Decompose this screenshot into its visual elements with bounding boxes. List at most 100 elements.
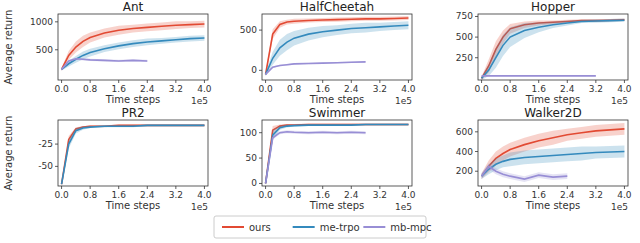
x-tick [595, 80, 596, 83]
series-line [482, 20, 625, 78]
title: PR2 [121, 106, 144, 120]
x-exponent: 1e5 [191, 202, 208, 212]
x-exponent: 1e5 [191, 96, 208, 106]
x-exponent: 1e5 [611, 96, 628, 106]
std-band [266, 16, 409, 76]
x-axis-label: Time steps [309, 94, 365, 105]
panel: Swimmer0.00.81.62.43.24.0050100Time step… [240, 106, 416, 212]
std-band [266, 21, 409, 76]
panel: Ant0.00.81.62.43.24.05001000Time steps1e… [3, 0, 212, 106]
series-line [266, 132, 366, 184]
x-tick-label: 0.0 [474, 190, 489, 200]
x-tick-label: 0.8 [503, 84, 518, 94]
y-tick-label: 750 [456, 11, 473, 21]
x-tick [90, 80, 91, 83]
x-axis-label: Time steps [105, 200, 161, 211]
y-tick-label: 100 [240, 128, 257, 138]
plot-frame [58, 14, 208, 80]
title: Hopper [531, 0, 575, 14]
y-tick [259, 183, 262, 184]
panel: Hopper0.00.81.62.43.24.0250500750Time st… [456, 0, 632, 106]
x-tick-label: 1.6 [316, 84, 331, 94]
series-line [266, 62, 366, 74]
x-tick-label: 2.4 [344, 84, 359, 94]
x-tick [147, 80, 148, 83]
figure: Ant 0.0 0.8 1.6 2.4 3.2 4.0 500 100 0 Time steps 1e… [0, 0, 640, 243]
x-tick-label: 4.0 [197, 190, 212, 200]
x-tick [510, 186, 511, 189]
x-tick-label: 1.6 [112, 84, 127, 94]
x-axis-label: Time steps [525, 94, 581, 105]
y-tick-label: 600 [456, 127, 473, 137]
x-tick [265, 80, 266, 83]
title: Ant [123, 0, 144, 14]
x-tick [204, 186, 205, 189]
x-tick-label: 4.0 [401, 84, 416, 94]
x-tick [61, 186, 62, 189]
x-tick-label: 0.8 [287, 84, 302, 94]
y-axis-label: Average return [3, 10, 14, 85]
y-tick [55, 21, 58, 22]
title: HalfCheetah [300, 0, 374, 14]
x-tick [351, 186, 352, 189]
x-tick-label: 0.8 [287, 190, 302, 200]
x-axis-label: Time steps [309, 200, 365, 211]
x-tick-label: 0.8 [503, 190, 518, 200]
y-tick [475, 171, 478, 172]
y-tick-label: 250 [456, 53, 473, 63]
x-tick-label: 3.2 [373, 190, 387, 200]
x-tick-label: 4.0 [197, 84, 212, 94]
std-band [482, 163, 568, 182]
x-tick [624, 80, 625, 83]
y-tick-label: 500 [456, 32, 473, 42]
x-tick-label: 0.0 [258, 84, 273, 94]
x-tick [294, 186, 295, 189]
series-line [482, 166, 568, 179]
x-tick [351, 80, 352, 83]
x-tick [265, 186, 266, 189]
x-tick [204, 80, 205, 83]
x-tick-label: 2.4 [344, 190, 359, 200]
x-tick-label: 4.0 [617, 190, 632, 200]
y-tick [475, 151, 478, 152]
series-line [62, 125, 205, 184]
std-band [266, 130, 366, 184]
series-line [482, 75, 596, 77]
x-tick-label: 1.6 [532, 190, 547, 200]
x-tick-label: 0.0 [474, 84, 489, 94]
series-line [62, 125, 205, 184]
x-tick-label: 2.4 [140, 190, 155, 200]
x-tick [624, 186, 625, 189]
x-tick-label: 1.6 [112, 190, 127, 200]
plot-frame [58, 120, 208, 186]
x-exponent: 1e5 [395, 202, 412, 212]
x-tick [408, 80, 409, 83]
std-band [482, 146, 625, 179]
std-band [62, 124, 205, 186]
x-tick-label: 2.4 [140, 84, 155, 94]
panel: PR20.00.81.62.43.24.0-50-25Time steps1e5… [3, 106, 212, 212]
y-tick-label: 500 [36, 45, 53, 55]
y-tick-label: 0 [251, 178, 257, 188]
std-band [482, 19, 625, 80]
y-axis-label: Average return [3, 116, 14, 191]
x-exponent: 1e5 [395, 96, 412, 106]
std-band [62, 35, 205, 70]
x-tick [90, 186, 91, 189]
y-tick [259, 132, 262, 133]
legend-swatch [222, 226, 244, 228]
x-tick-label: 4.0 [617, 84, 632, 94]
x-tick-label: 0.8 [83, 84, 98, 94]
plot-data [266, 16, 409, 76]
y-tick [55, 166, 58, 167]
title: Walker2D [524, 106, 582, 120]
x-tick [175, 80, 176, 83]
plot-data [266, 124, 409, 185]
x-tick [118, 186, 119, 189]
legend-label: mb-mpc [390, 222, 431, 233]
x-exponent: 1e5 [611, 202, 628, 212]
y-tick [259, 30, 262, 31]
x-tick [61, 80, 62, 83]
y-tick-label: 500 [240, 25, 257, 35]
std-band [266, 124, 409, 185]
